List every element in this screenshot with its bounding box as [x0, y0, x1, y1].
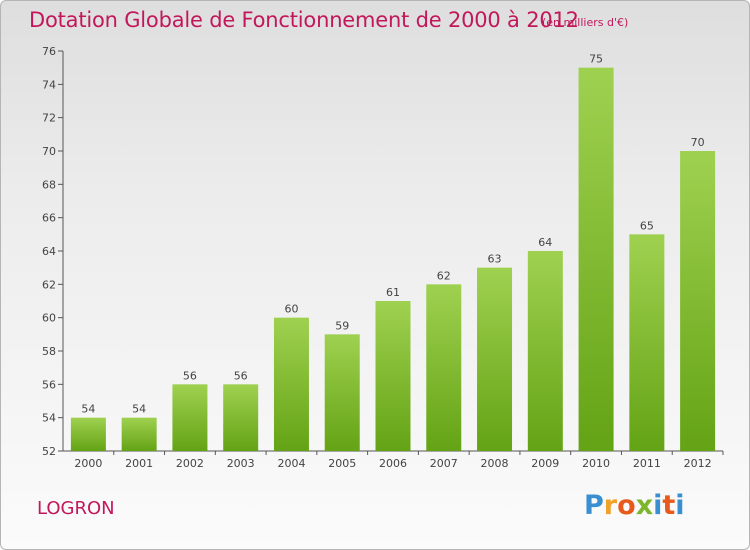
- x-tick-label: 2012: [684, 457, 712, 470]
- logo-letter: o: [617, 490, 636, 521]
- x-tick-label: 2011: [633, 457, 661, 470]
- logo-letter: x: [635, 490, 654, 521]
- data-label: 54: [132, 403, 146, 416]
- bar: [375, 301, 411, 451]
- logo-letter: P: [584, 490, 604, 521]
- data-label: 56: [234, 369, 248, 382]
- y-tick-label: 56: [42, 378, 56, 391]
- x-tick-label: 2003: [227, 457, 255, 470]
- chart-subtitle: (en milliers d'€): [542, 16, 629, 29]
- data-label: 65: [640, 219, 654, 232]
- data-label: 62: [437, 269, 451, 282]
- x-tick-label: 2008: [481, 457, 509, 470]
- bar: [70, 417, 106, 451]
- x-tick-label: 2010: [582, 457, 610, 470]
- x-tick-label: 2005: [328, 457, 356, 470]
- bar: [426, 284, 462, 451]
- data-label: 70: [691, 136, 705, 149]
- data-label: 75: [589, 53, 603, 66]
- y-tick-label: 66: [42, 212, 56, 225]
- logo-letter: r: [603, 490, 618, 521]
- y-tick-label: 52: [42, 445, 56, 458]
- bar: [121, 417, 157, 451]
- bar: [223, 384, 259, 451]
- data-label: 56: [183, 369, 197, 382]
- bar: [324, 334, 360, 451]
- data-label: 63: [488, 253, 502, 266]
- data-label: 64: [538, 236, 552, 249]
- x-tick-label: 2001: [125, 457, 153, 470]
- y-tick-label: 60: [42, 312, 56, 325]
- y-tick-label: 54: [42, 412, 56, 425]
- y-tick-label: 76: [42, 45, 56, 58]
- data-labels: 54 54 56 56 60 59 61 62 63 64 75 65 70: [81, 53, 704, 416]
- x-tick-label: 2004: [277, 457, 305, 470]
- x-tick-label: 2007: [430, 457, 458, 470]
- proxiti-logo: Proxiti: [584, 490, 685, 521]
- bar: [477, 267, 513, 451]
- logo-letter: i: [675, 490, 685, 521]
- y-tick-label: 72: [42, 112, 56, 125]
- bar: [629, 234, 665, 451]
- x-tick-label: 2000: [74, 457, 102, 470]
- logo-letter: t: [662, 490, 676, 521]
- axes: 52 54 56 58 60 62 64 66 68 70 72 74 76 2000 2001 2002 20…: [42, 45, 724, 470]
- y-tick-label: 58: [42, 345, 56, 358]
- bar: [527, 251, 563, 451]
- bar: [578, 67, 614, 452]
- bar: [273, 317, 309, 451]
- y-tick-label: 64: [42, 245, 56, 258]
- bars: [70, 67, 716, 452]
- commune-name: LOGRON: [37, 498, 115, 519]
- y-tick-label: 70: [42, 145, 56, 158]
- data-label: 54: [81, 403, 95, 416]
- y-tick-label: 68: [42, 178, 56, 191]
- data-label: 60: [284, 303, 298, 316]
- y-tick-label: 62: [42, 278, 56, 291]
- logo-letter: i: [653, 490, 663, 521]
- x-tick-label: 2002: [176, 457, 204, 470]
- y-tick-label: 74: [42, 78, 56, 91]
- data-label: 61: [386, 286, 400, 299]
- bar: [680, 151, 716, 451]
- x-tick-label: 2006: [379, 457, 407, 470]
- x-tick-label: 2009: [531, 457, 559, 470]
- data-label: 59: [335, 319, 349, 332]
- bar: [172, 384, 208, 451]
- chart-title: Dotation Globale de Fonctionnement de 20…: [29, 8, 579, 32]
